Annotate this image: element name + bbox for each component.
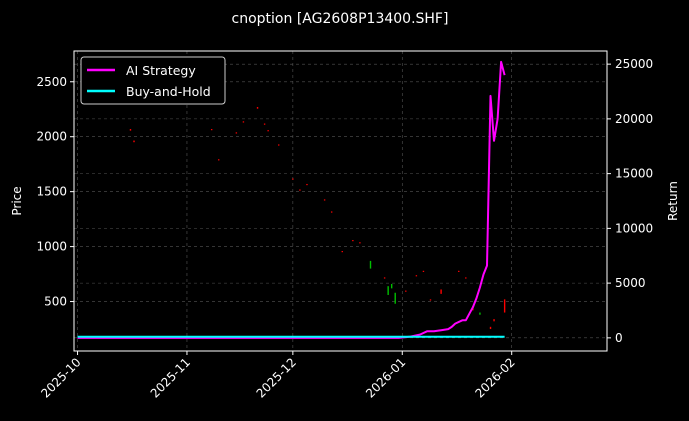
price-candle <box>390 283 393 289</box>
price-candle <box>503 299 506 313</box>
price-candle <box>306 183 308 186</box>
price-candle <box>242 121 245 123</box>
price-candle <box>299 189 301 191</box>
y-left-tick-label: 1000 <box>36 240 67 254</box>
price-candle <box>493 319 495 322</box>
price-candle <box>458 270 460 272</box>
price-candle <box>465 277 467 279</box>
price-candle <box>422 270 425 272</box>
y-right-tick-label: 10000 <box>615 221 653 235</box>
price-candle <box>323 199 326 201</box>
price-candle <box>383 277 386 279</box>
price-candle <box>405 290 407 292</box>
price-candle <box>210 129 213 131</box>
price-candle <box>292 178 294 180</box>
y-right-tick-label: 20000 <box>615 112 653 126</box>
price-candle <box>440 289 442 294</box>
plot-frame <box>73 50 608 352</box>
y-right-tick-label: 15000 <box>615 167 653 181</box>
price-candle <box>387 286 389 295</box>
price-candle <box>369 260 372 269</box>
y-left-tick-label: 500 <box>44 295 67 309</box>
price-candle <box>218 159 220 161</box>
price-candle <box>235 132 238 134</box>
price-candle <box>352 240 354 242</box>
y-left-tick-layer: 500 1000 1500 2000 2500 <box>36 75 74 309</box>
y-left-tick-label: 1500 <box>36 185 67 199</box>
price-candle <box>263 123 266 125</box>
y-right-tick-label: 0 <box>615 331 623 345</box>
price-candle <box>429 299 432 301</box>
y-left-tick-label: 2500 <box>36 75 67 89</box>
chart-title: cnoption [AG2608P13400.SHF] <box>232 11 449 27</box>
y-left-tick-label: 2000 <box>36 130 67 144</box>
price-candle <box>489 326 492 330</box>
line-layer <box>77 60 506 339</box>
y-axis-label-left: Price <box>10 186 24 215</box>
y-axis-label-right: Return <box>666 181 680 221</box>
legend-label-ai-strategy: AI Strategy <box>126 63 196 78</box>
legend-label-buy-and-hold: Buy-and-Hold <box>126 84 211 99</box>
price-candle <box>267 130 269 132</box>
legend: AI Strategy Buy-and-Hold <box>80 56 226 105</box>
price-candle <box>359 242 361 244</box>
price-candle <box>415 275 418 277</box>
price-candle <box>256 107 259 109</box>
price-candle <box>278 144 280 146</box>
price-candle <box>133 140 135 143</box>
legend-box <box>80 56 226 105</box>
candle-layer <box>129 107 506 330</box>
price-candle <box>330 211 333 213</box>
series-line-ai-strategy <box>77 60 506 339</box>
y-right-tick-label: 5000 <box>615 276 646 290</box>
price-candle <box>479 312 481 315</box>
price-candle <box>341 251 343 253</box>
y-right-tick-layer: 0 5000 10000 15000 20000 25000 <box>607 57 653 345</box>
price-candle <box>129 129 132 131</box>
y-right-tick-label: 25000 <box>615 57 653 71</box>
price-candle <box>394 292 396 304</box>
